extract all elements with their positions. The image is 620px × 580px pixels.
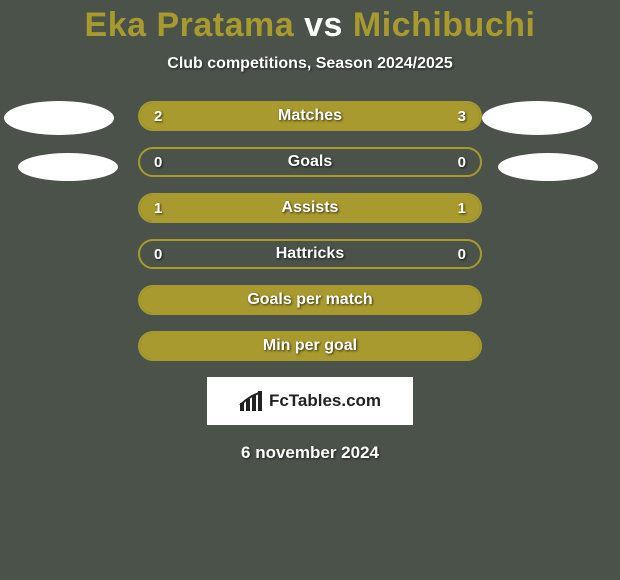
stat-label: Goals bbox=[140, 149, 480, 175]
subtitle: Club competitions, Season 2024/2025 bbox=[0, 55, 620, 73]
stat-label: Goals per match bbox=[140, 287, 480, 313]
player2-name: Michibuchi bbox=[353, 6, 536, 44]
player-avatar bbox=[4, 101, 114, 135]
stat-row: 23Matches bbox=[138, 101, 482, 131]
player-avatar bbox=[18, 153, 118, 181]
stat-bars: 23Matches 00Goals 11Assists 00Hattricks Goal… bbox=[138, 101, 482, 361]
stat-label: Assists bbox=[140, 195, 480, 221]
player-avatar bbox=[498, 153, 598, 181]
stat-label: Matches bbox=[140, 103, 480, 129]
stats-area: 23Matches 00Goals 11Assists 00Hattricks Goal… bbox=[0, 101, 620, 361]
stat-row: 00Hattricks bbox=[138, 239, 482, 269]
stat-label: Min per goal bbox=[140, 333, 480, 359]
vs-text: vs bbox=[294, 6, 353, 44]
stat-row: Goals per match bbox=[138, 285, 482, 315]
stat-row: 00Goals bbox=[138, 147, 482, 177]
player1-name: Eka Pratama bbox=[85, 6, 295, 44]
date-text: 6 november 2024 bbox=[0, 443, 620, 463]
stat-row: Min per goal bbox=[138, 331, 482, 361]
brand-chart-icon bbox=[239, 391, 263, 411]
stat-row: 11Assists bbox=[138, 193, 482, 223]
brand-box[interactable]: FcTables.com bbox=[207, 377, 413, 425]
player-avatar bbox=[482, 101, 592, 135]
brand-text: FcTables.com bbox=[269, 391, 381, 411]
stat-label: Hattricks bbox=[140, 241, 480, 267]
page-title: Eka Pratama vs Michibuchi bbox=[0, 0, 620, 45]
